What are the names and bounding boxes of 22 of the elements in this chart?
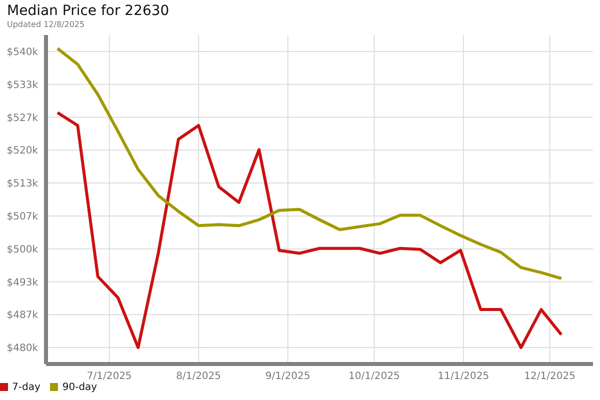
legend-label: 7-day: [12, 382, 40, 393]
y-tick-label: $533k: [6, 80, 38, 91]
y-tick-label: $527k: [6, 112, 38, 124]
y-tick-label: $487k: [6, 310, 38, 322]
legend-label: 90-day: [62, 382, 98, 393]
x-tick-label: 12/1/2025: [524, 371, 576, 382]
y-tick-label: $540k: [6, 47, 38, 58]
chart-title: Median Price for 22630: [7, 3, 170, 19]
chart-subtitle: Updated 12/8/2025: [7, 20, 85, 29]
y-tick-label: $513k: [6, 178, 38, 190]
y-tick-label: $507k: [6, 212, 38, 222]
x-tick-label: 9/1/2025: [265, 371, 310, 382]
x-tick-label: 11/1/2025: [438, 371, 490, 382]
x-tick-label: 8/1/2025: [176, 371, 222, 382]
x-tick-label: 7/1/2025: [86, 371, 132, 382]
line-series: [56, 111, 563, 350]
y-tick-label: $500k: [6, 244, 38, 256]
y-tick-label: $480k: [6, 343, 38, 354]
y-tick-label: $493k: [6, 277, 38, 288]
x-tick-label: 10/1/2025: [348, 371, 400, 382]
y-tick-label: $520k: [6, 146, 38, 157]
line-series: [56, 46, 563, 280]
